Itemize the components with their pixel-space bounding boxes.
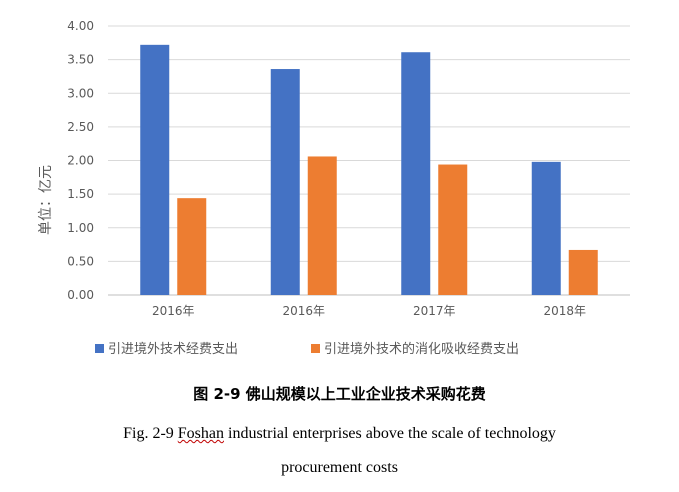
caption-en-foshan: Foshan — [177, 425, 224, 442]
bar-s1-c0 — [177, 198, 207, 295]
y-tick-label: 2.50 — [67, 120, 94, 134]
y-tick-label: 3.00 — [67, 86, 94, 100]
x-tick-label: 2018年 — [543, 304, 586, 318]
x-tick-label: 2016年 — [282, 304, 325, 318]
y-tick-label: 0.00 — [67, 288, 94, 302]
bar-chart: 0.00 0.50 1.00 1.50 2.00 2.50 3.00 3.50 4.00 201… — [38, 19, 630, 357]
x-axis-ticks: 2016年 2016年 2017年 2018年 — [152, 304, 586, 318]
legend-swatch-1 — [311, 344, 320, 353]
bar-s0-c1 — [270, 69, 300, 295]
legend-label-1: 引进境外技术的消化吸收经费支出 — [324, 341, 519, 357]
y-tick-label: 0.50 — [67, 254, 94, 268]
bar-s0-c0 — [140, 44, 170, 295]
x-tick-label: 2017年 — [413, 304, 456, 318]
caption-english: Fig. 2-9 Foshan industrial enterprises a… — [0, 425, 679, 443]
y-tick-label: 4.00 — [67, 19, 94, 33]
caption-en-rest: industrial enterprises above the scale o… — [224, 425, 556, 442]
legend: 引进境外技术经费支出 引进境外技术的消化吸收经费支出 — [95, 341, 519, 357]
caption-chinese: 图 2-9 佛山规模以上工业企业技术采购花费 — [193, 385, 486, 403]
bars — [140, 44, 598, 295]
bar-s0-c3 — [531, 161, 561, 295]
bar-s1-c2 — [438, 164, 468, 295]
caption-english-line2: procurement costs — [281, 459, 398, 476]
legend-label-0: 引进境外技术经费支出 — [108, 342, 238, 357]
y-tick-label: 2.00 — [67, 154, 94, 168]
y-tick-label: 1.50 — [67, 187, 94, 201]
bar-s1-c1 — [307, 156, 337, 295]
y-tick-label: 3.50 — [67, 53, 94, 67]
bar-s1-c3 — [568, 249, 598, 295]
y-axis-label: 单位：亿元 — [38, 165, 54, 235]
y-tick-label: 1.00 — [67, 221, 94, 235]
caption-en-prefix: Fig. 2-9 — [123, 425, 178, 442]
bar-s0-c2 — [401, 52, 431, 295]
legend-swatch-0 — [95, 344, 104, 353]
x-tick-label: 2016年 — [152, 304, 195, 318]
y-axis-ticks: 0.00 0.50 1.00 1.50 2.00 2.50 3.00 3.50 4.00 — [67, 19, 94, 302]
